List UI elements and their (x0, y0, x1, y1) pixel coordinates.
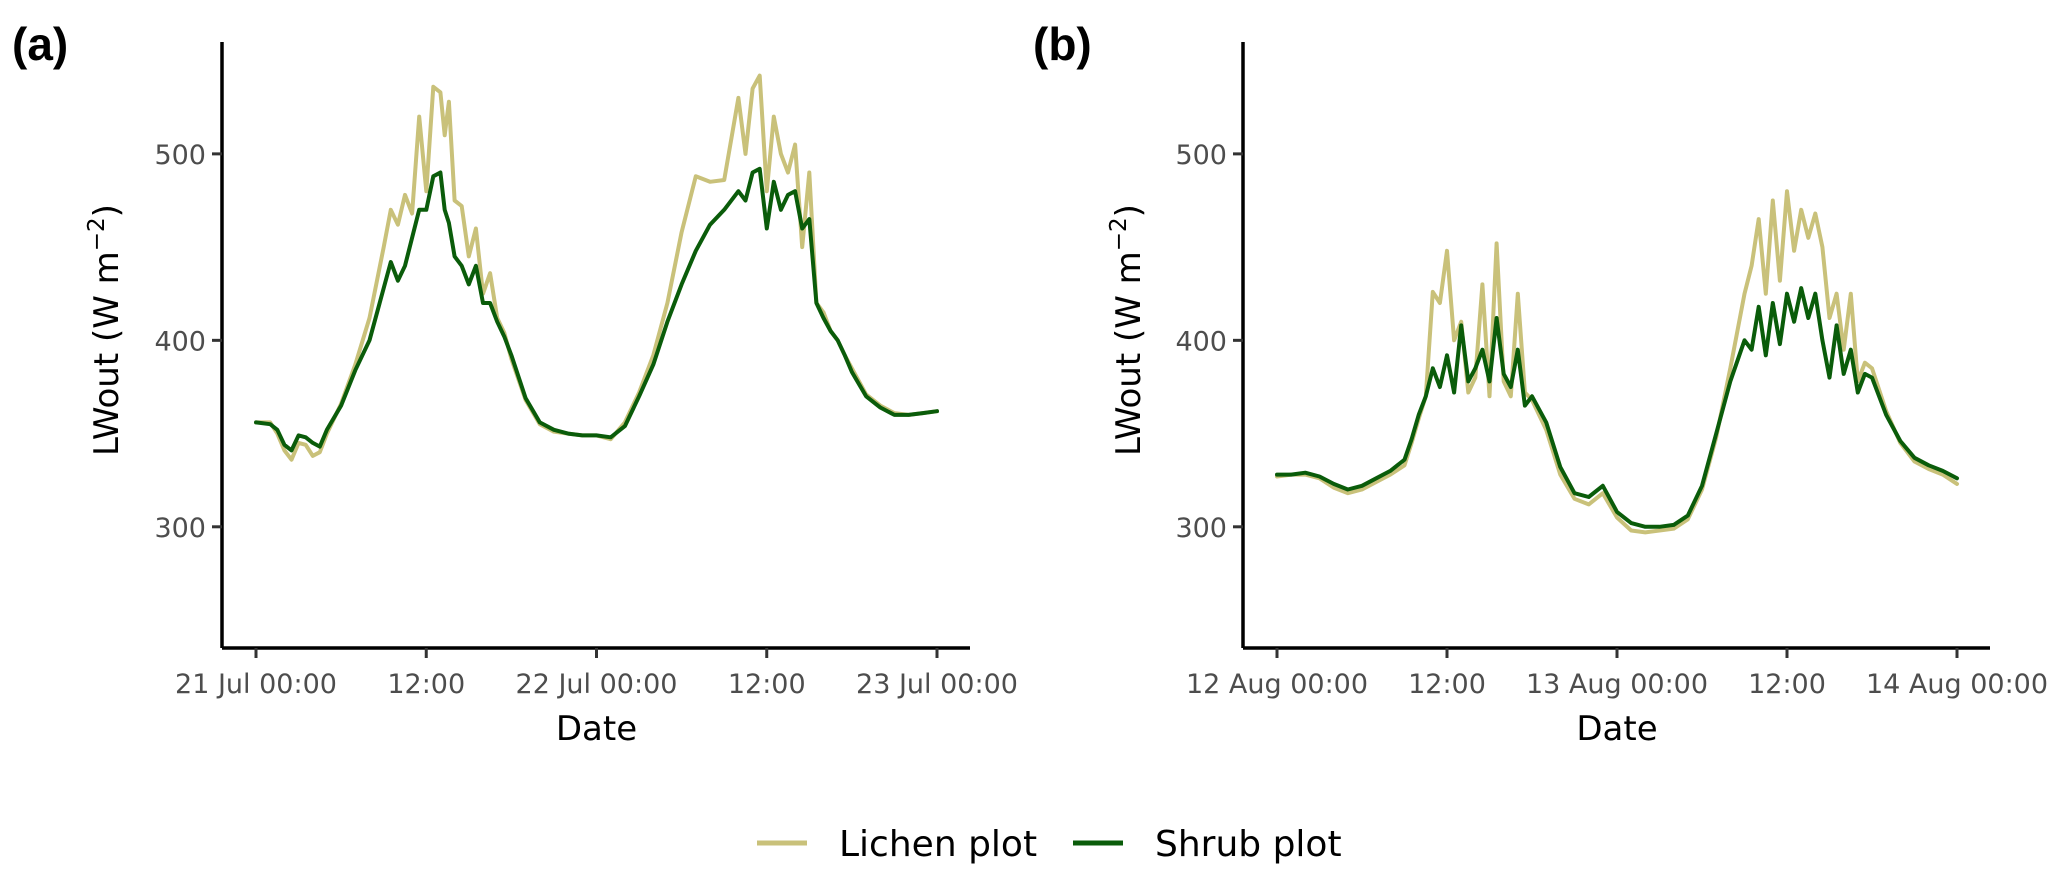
x-tick-label: 13 Aug 00:00 (1526, 669, 1708, 700)
panel-b: (b) 300 400 500 12 Aug 00:00 12:00 13 Aug 00:0… (1033, 18, 2048, 749)
x-tick-label: 12:00 (387, 669, 465, 700)
x-axis-title: Date (1576, 709, 1657, 749)
y-tick-label: 500 (154, 140, 206, 171)
legend-label: Lichen plot (839, 824, 1037, 865)
x-tick-label: 22 Jul 00:00 (516, 669, 678, 700)
x-tick-label: 12:00 (1408, 669, 1486, 700)
series-line-shrub (1275, 286, 1959, 529)
panel-a: (a) 300 400 500 21 Jul 00:00 12:00 22 Jul 00:0… (12, 18, 1018, 749)
x-tick-label: 12 Aug 00:00 (1186, 669, 1368, 700)
series-line-lichen (254, 73, 939, 462)
panel-label: (a) (12, 18, 68, 70)
series-line-lichen (1275, 189, 1959, 535)
y-tick-label: 500 (1175, 140, 1227, 171)
x-tick-label: 12:00 (728, 669, 806, 700)
x-tick-label: 21 Jul 00:00 (175, 669, 337, 700)
y-tick-label: 400 (154, 326, 206, 357)
legend: Lichen plot Shrub plot (757, 824, 1342, 865)
panel-label: (b) (1033, 18, 1092, 70)
legend-label: Shrub plot (1155, 824, 1342, 865)
series-line-shrub (254, 166, 939, 453)
x-tick-label: 23 Jul 00:00 (856, 669, 1018, 700)
y-axis-title: LWout (W m−2) (1106, 204, 1149, 456)
y-tick-label: 300 (154, 513, 206, 544)
y-tick-label: 400 (1175, 326, 1227, 357)
x-tick-label: 14 Aug 00:00 (1866, 669, 2048, 700)
x-axis-title: Date (556, 709, 637, 749)
x-tick-label: 12:00 (1748, 669, 1826, 700)
y-tick-label: 300 (1175, 513, 1227, 544)
y-axis-title: LWout (W m−2) (84, 204, 127, 456)
